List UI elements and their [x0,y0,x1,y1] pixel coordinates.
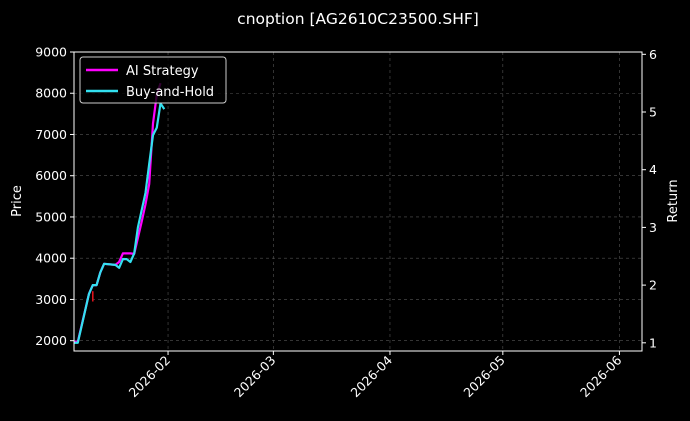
series-line-buy-and-hold [74,102,166,344]
y-left-tick-label: 3000 [35,292,67,307]
chart-title: cnoption [AG2610C23500.SHF] [237,10,479,28]
legend: AI Strategy Buy-and-Hold [79,56,227,104]
y-right-tick-label: 6 [649,47,657,62]
y-left-tick-label: 7000 [35,127,67,142]
y-right-tick-label: 3 [649,220,657,235]
y-right-tick-label: 5 [649,105,657,120]
y-left-tick-label: 2000 [35,333,67,348]
plot-frame [73,51,643,352]
legend-label-ai-strategy: AI Strategy [126,64,199,79]
y-right-tick-label: 4 [649,162,657,177]
y-right-label: Return [666,179,681,222]
y-right-tick-label: 1 [649,335,657,350]
y-left-tick-label: 6000 [35,168,67,183]
y-left-label: Price [10,185,25,217]
y-right-tick-label: 2 [649,278,657,293]
y-left-tick-label: 4000 [35,251,67,266]
y-left-tick-label: 8000 [35,86,67,101]
y-left-tick-label: 5000 [35,209,67,224]
series-layer [74,82,166,344]
legend-label-buy-and-hold: Buy-and-Hold [126,85,214,100]
y-left-tick-label: 9000 [35,45,67,60]
